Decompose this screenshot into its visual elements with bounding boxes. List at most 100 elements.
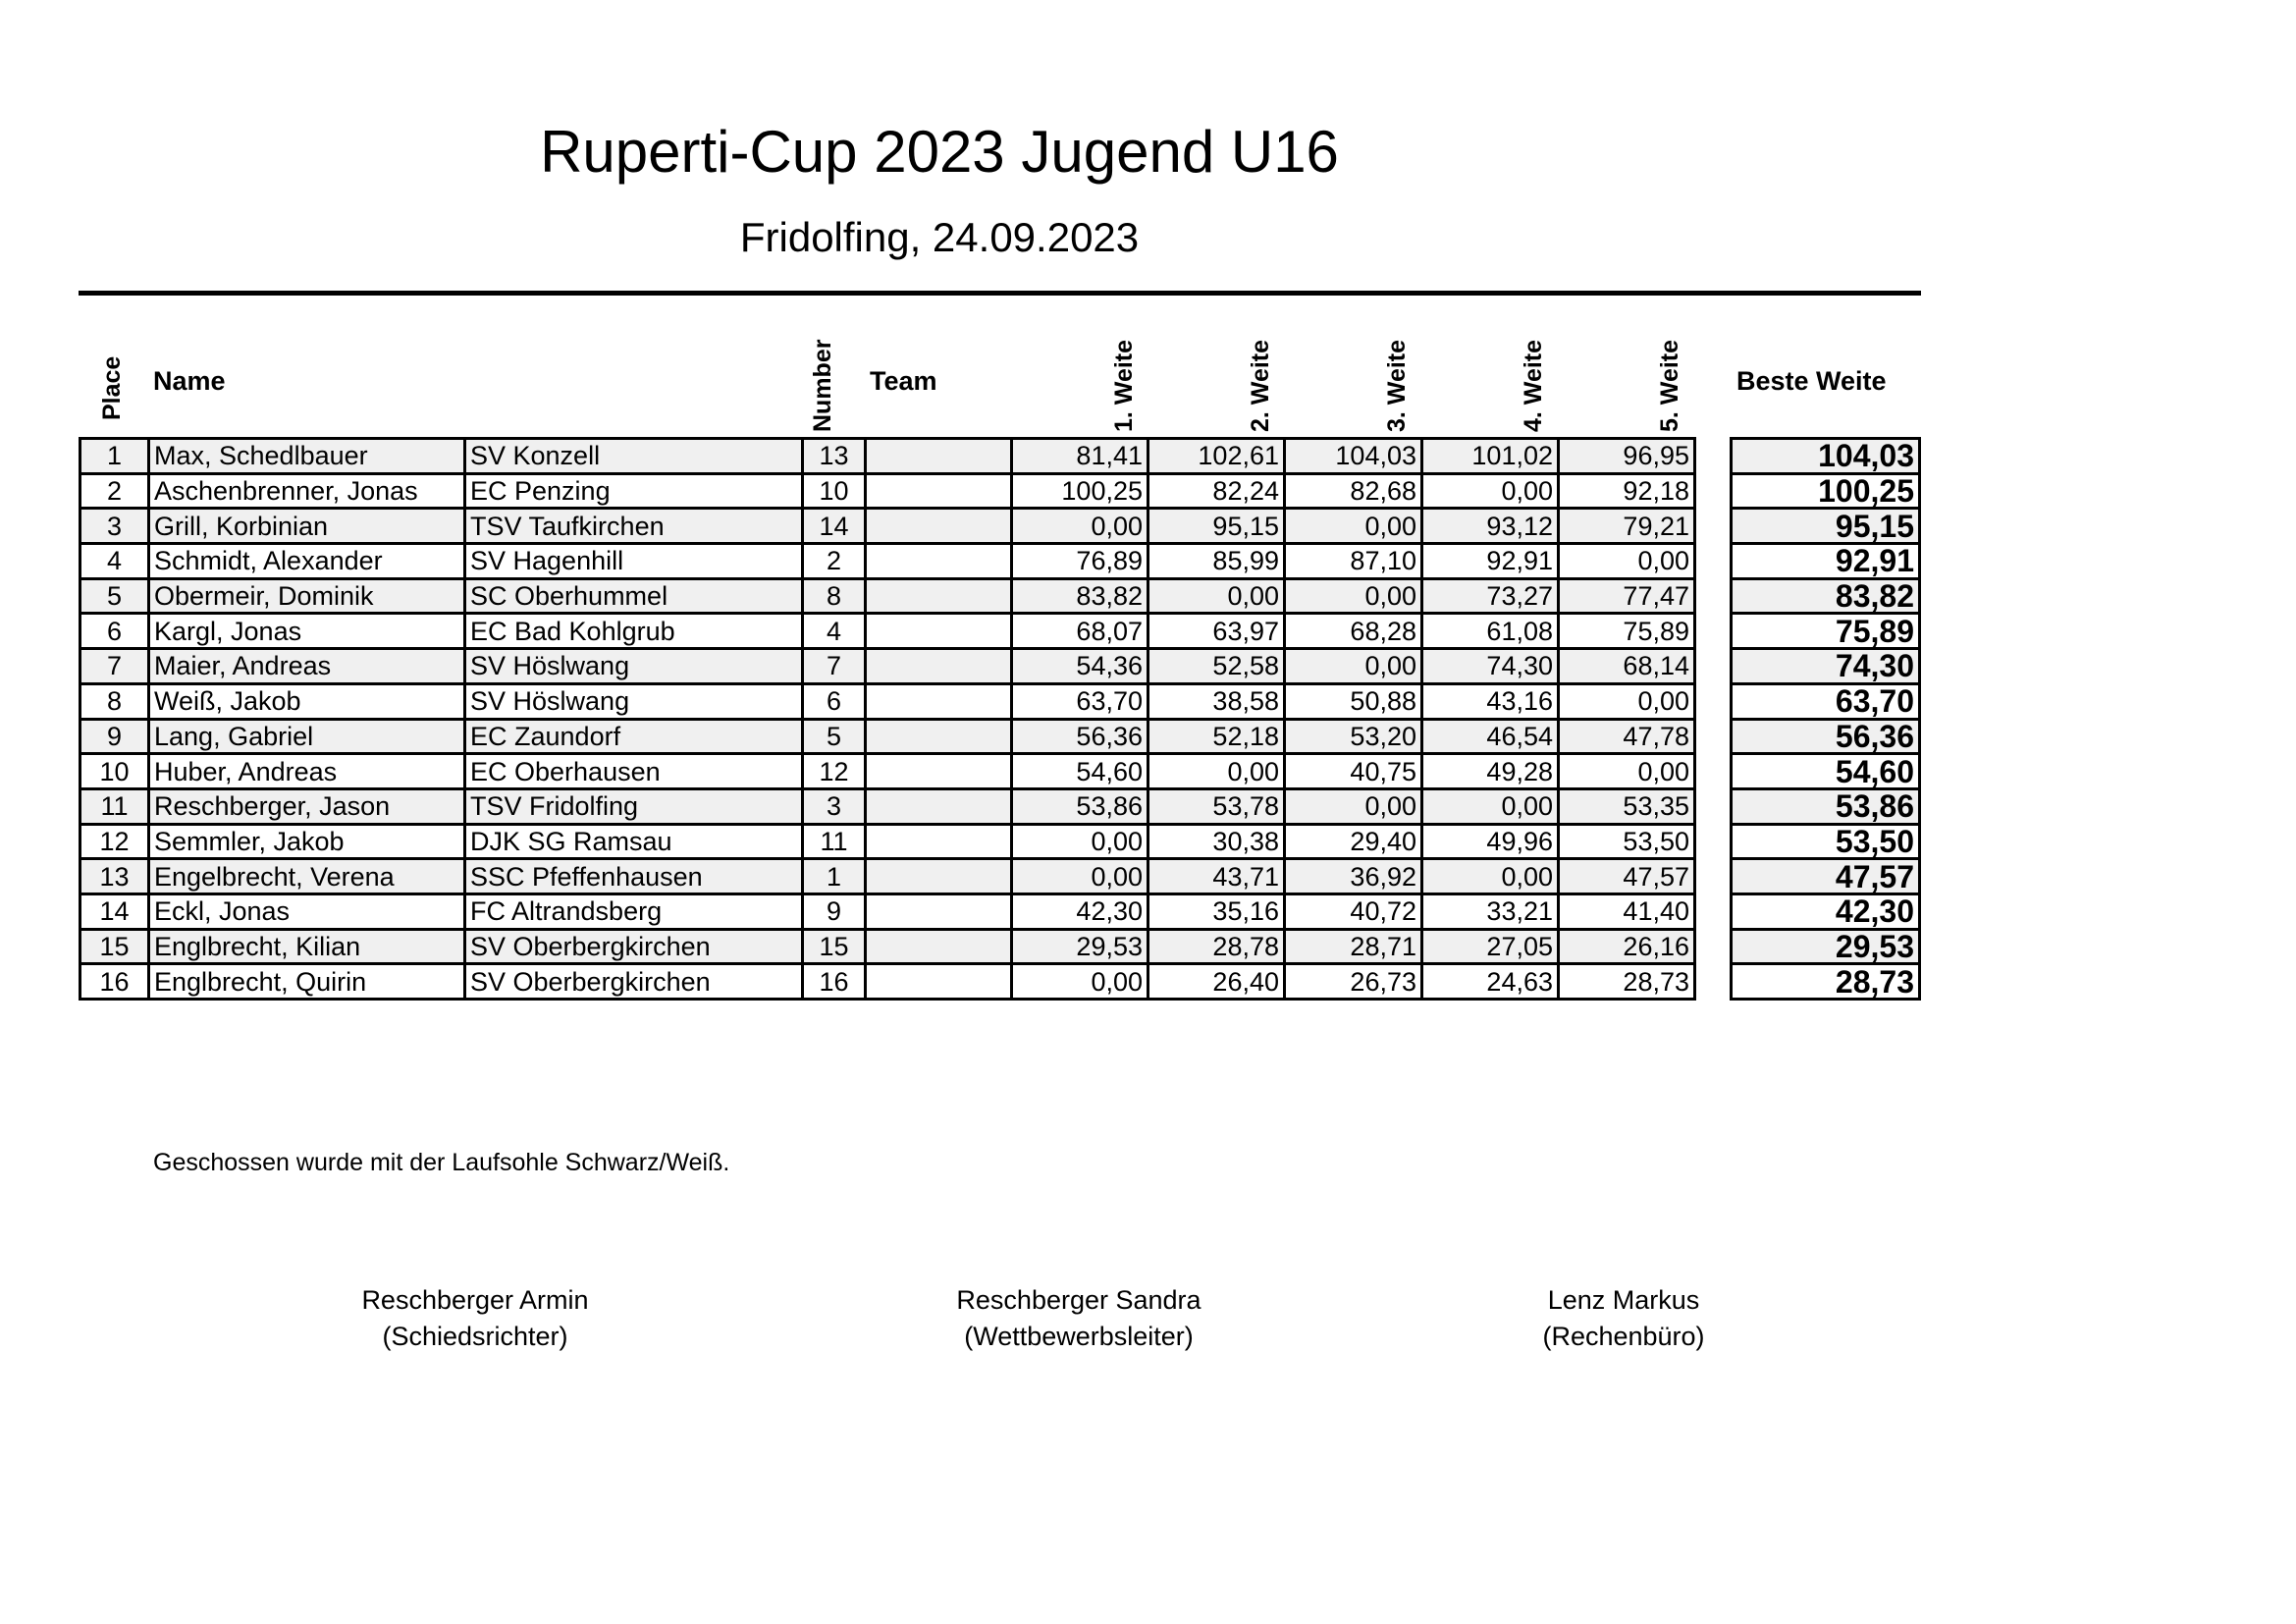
- weite-4-cell: 27,05: [1420, 927, 1560, 966]
- weite-1-cell: 56,36: [1010, 717, 1149, 756]
- club-cell: EC Bad Kohlgrub: [463, 612, 804, 651]
- place-cell: 13: [79, 857, 150, 895]
- best-distance-cell: 74,30: [1730, 647, 1921, 685]
- weite-2-cell: 30,38: [1147, 822, 1286, 861]
- title-divider: [79, 291, 1921, 296]
- best-distance-cell: 29,53: [1730, 927, 1921, 966]
- weite-4-cell: 0,00: [1420, 471, 1560, 511]
- place-cell: 11: [79, 786, 150, 826]
- weite-3-cell: 0,00: [1283, 647, 1423, 685]
- weite-2-cell: 26,40: [1147, 962, 1286, 1001]
- best-distance-cell: 56,36: [1730, 717, 1921, 756]
- place-cell: 15: [79, 927, 150, 966]
- table-row: 14 Eckl, Jonas FC Altrandsberg 9 42,30 35,16 4…: [79, 892, 1696, 931]
- name-cell: Maier, Andreas: [147, 647, 466, 685]
- best-distance-cell: 42,30: [1730, 892, 1921, 931]
- weite-1-cell: 63,70: [1010, 681, 1149, 721]
- weite-1-cell: 42,30: [1010, 892, 1149, 931]
- weite-5-cell: 28,73: [1557, 962, 1696, 1001]
- best-row: 53,86: [1730, 786, 1921, 826]
- number-cell: 2: [801, 542, 867, 580]
- number-cell: 4: [801, 612, 867, 651]
- weite-2-cell: 52,18: [1147, 717, 1286, 756]
- table-row: 10 Huber, Andreas EC Oberhausen 12 54,60 0,00…: [79, 752, 1696, 790]
- place-cell: 10: [79, 752, 150, 790]
- weite-1-cell: 83,82: [1010, 576, 1149, 616]
- signature-role: (Schiedsrichter): [382, 1322, 568, 1351]
- club-cell: SV Oberbergkirchen: [463, 962, 804, 1001]
- number-cell: 15: [801, 927, 867, 966]
- team-cell: [864, 752, 1013, 790]
- weite-5-cell: 53,35: [1557, 786, 1696, 826]
- best-row: 75,89: [1730, 612, 1921, 651]
- table-row: 5 Obermeir, Dominik SC Oberhummel 8 83,82 0,0…: [79, 576, 1696, 616]
- weite-2-cell: 35,16: [1147, 892, 1286, 931]
- weite-2-cell: 43,71: [1147, 857, 1286, 895]
- weite-1-cell: 0,00: [1010, 962, 1149, 1001]
- weite-4-cell: 92,91: [1420, 542, 1560, 580]
- team-cell: [864, 612, 1013, 651]
- team-cell: [864, 437, 1013, 475]
- weite-4-cell: 0,00: [1420, 786, 1560, 826]
- weite-5-cell: 26,16: [1557, 927, 1696, 966]
- club-cell: EC Zaundorf: [463, 717, 804, 756]
- place-cell: 7: [79, 647, 150, 685]
- weite-2-cell: 82,24: [1147, 471, 1286, 511]
- signature-role: (Rechenbüro): [1542, 1322, 1705, 1351]
- table-row: 6 Kargl, Jonas EC Bad Kohlgrub 4 68,07 63,97 6…: [79, 612, 1696, 651]
- weite-2-cell: 63,97: [1147, 612, 1286, 651]
- weite-3-cell: 82,68: [1283, 471, 1423, 511]
- name-cell: Semmler, Jakob: [147, 822, 466, 861]
- weite-5-cell: 68,14: [1557, 647, 1696, 685]
- best-row: 63,70: [1730, 681, 1921, 721]
- club-cell: SSC Pfeffenhausen: [463, 857, 804, 895]
- best-distance-cell: 75,89: [1730, 612, 1921, 651]
- club-cell: TSV Taufkirchen: [463, 507, 804, 546]
- club-cell: SV Höslwang: [463, 647, 804, 685]
- team-cell: [864, 507, 1013, 546]
- weite-5-cell: 77,47: [1557, 576, 1696, 616]
- team-cell: [864, 892, 1013, 931]
- best-distance-table: 104,03 100,25 95,15 92,91 83,82 75,89 74,30 63,…: [1730, 437, 1921, 1001]
- place-cell: 14: [79, 892, 150, 931]
- weite-3-cell: 50,88: [1283, 681, 1423, 721]
- signature-name: Reschberger Sandra: [956, 1285, 1201, 1315]
- weite-3-cell: 0,00: [1283, 507, 1423, 546]
- weite-3-cell: 28,71: [1283, 927, 1423, 966]
- header-place: Place: [98, 355, 126, 420]
- weite-3-cell: 40,72: [1283, 892, 1423, 931]
- weite-2-cell: 53,78: [1147, 786, 1286, 826]
- header-best: Beste Weite: [1736, 366, 1887, 396]
- weite-2-cell: 95,15: [1147, 507, 1286, 546]
- best-distance-cell: 92,91: [1730, 542, 1921, 580]
- place-cell: 6: [79, 612, 150, 651]
- weite-2-cell: 52,58: [1147, 647, 1286, 685]
- table-row: 3 Grill, Korbinian TSV Taufkirchen 14 0,00 95…: [79, 507, 1696, 546]
- number-cell: 10: [801, 471, 867, 511]
- weite-5-cell: 0,00: [1557, 681, 1696, 721]
- header-name: Name: [153, 366, 226, 396]
- team-cell: [864, 786, 1013, 826]
- weite-5-cell: 92,18: [1557, 471, 1696, 511]
- name-cell: Lang, Gabriel: [147, 717, 466, 756]
- weite-4-cell: 49,96: [1420, 822, 1560, 861]
- weite-3-cell: 36,92: [1283, 857, 1423, 895]
- place-cell: 3: [79, 507, 150, 546]
- weite-1-cell: 100,25: [1010, 471, 1149, 511]
- best-distance-cell: 63,70: [1730, 681, 1921, 721]
- club-cell: SV Höslwang: [463, 681, 804, 721]
- weite-2-cell: 85,99: [1147, 542, 1286, 580]
- weite-1-cell: 81,41: [1010, 437, 1149, 475]
- best-row: 74,30: [1730, 647, 1921, 685]
- club-cell: SV Hagenhill: [463, 542, 804, 580]
- weite-1-cell: 29,53: [1010, 927, 1149, 966]
- weite-5-cell: 0,00: [1557, 752, 1696, 790]
- name-cell: Aschenbrenner, Jonas: [147, 471, 466, 511]
- weite-1-cell: 0,00: [1010, 822, 1149, 861]
- best-distance-cell: 53,50: [1730, 822, 1921, 861]
- weite-4-cell: 73,27: [1420, 576, 1560, 616]
- header-weite-2: 2. Weite: [1247, 339, 1274, 432]
- table-row: 8 Weiß, Jakob SV Höslwang 6 63,70 38,58 50,88 4…: [79, 681, 1696, 721]
- weite-4-cell: 24,63: [1420, 962, 1560, 1001]
- place-cell: 1: [79, 437, 150, 475]
